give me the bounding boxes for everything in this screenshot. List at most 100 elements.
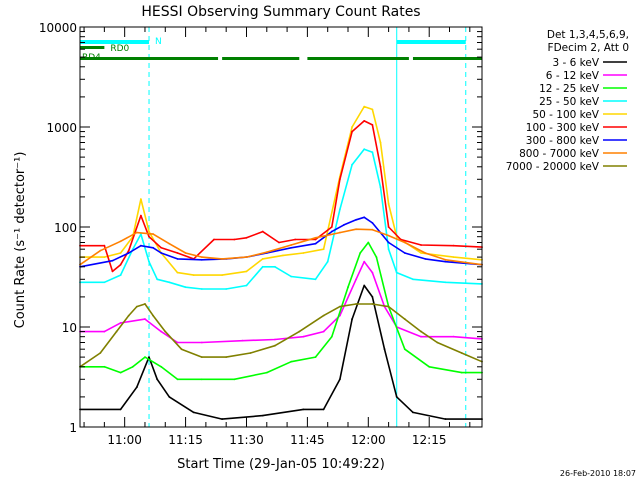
data-point (395, 395, 398, 398)
data-point (460, 352, 463, 354)
data-point (160, 330, 163, 333)
data-point (379, 165, 382, 168)
data-point (330, 335, 333, 338)
data-point (314, 236, 317, 239)
data-point (387, 241, 390, 244)
data-point (200, 288, 203, 290)
data-point (371, 295, 374, 298)
data-point (233, 378, 236, 381)
data-point (387, 203, 390, 205)
data-point (119, 252, 122, 254)
data-point (127, 249, 130, 252)
data-point (103, 281, 106, 284)
data-point (322, 248, 325, 251)
data-point (245, 236, 248, 239)
data-point (225, 288, 228, 290)
saa-flag-bar (80, 40, 150, 44)
data-point (274, 265, 276, 268)
data-point (144, 303, 146, 305)
y-tick-label: 1 (69, 421, 77, 435)
x-tick-label: 11:00 (107, 433, 142, 447)
series-group (79, 148, 483, 290)
data-point (351, 130, 353, 133)
data-point (241, 339, 244, 342)
data-point (160, 365, 163, 368)
data-point (127, 252, 130, 254)
data-point (412, 411, 414, 414)
data-point (302, 335, 305, 338)
data-point (379, 186, 382, 189)
data-point (140, 244, 142, 247)
x-tick-label: 11:30 (229, 433, 264, 447)
data-point (160, 246, 163, 249)
data-point (371, 108, 374, 111)
data-point (363, 216, 366, 219)
data-point (135, 231, 138, 234)
data-point (338, 305, 341, 308)
state-flag-bar (80, 57, 219, 60)
data-point (314, 238, 317, 241)
data-point (355, 228, 358, 231)
y-tick-label: 1000 (46, 121, 77, 135)
data-point (322, 408, 325, 411)
data-point (387, 226, 390, 228)
data-point (111, 259, 114, 262)
legend-entry-label: 7000 - 20000 keV (506, 161, 600, 173)
data-point (274, 344, 276, 347)
data-point (452, 335, 455, 338)
x-tick-label: 12:15 (412, 433, 447, 447)
data-point (343, 223, 345, 226)
data-point (278, 241, 280, 244)
data-point (127, 314, 130, 317)
saa-flag-label: N (155, 37, 162, 47)
data-point (115, 330, 118, 333)
data-point (245, 270, 248, 273)
data-point (383, 348, 386, 351)
data-point (460, 371, 463, 374)
data-point (444, 281, 447, 284)
data-point (290, 246, 293, 249)
legend-entry-label: 300 - 800 keV (526, 135, 600, 147)
legend-entry-label: 800 - 7000 keV (519, 148, 600, 160)
series-group (79, 303, 483, 368)
state-flag-bar (307, 57, 409, 60)
data-point (184, 252, 187, 254)
data-point (359, 252, 362, 254)
data-point (200, 256, 203, 259)
data-point (261, 265, 264, 268)
data-point (135, 386, 138, 389)
y-axis-label: Count Rate (s⁻¹ detector⁻¹) (13, 152, 28, 329)
data-point (176, 271, 179, 274)
data-point (119, 408, 122, 411)
data-point (249, 352, 252, 354)
data-point (119, 240, 122, 243)
x-tick-label: 11:45 (290, 433, 325, 447)
data-point (156, 278, 159, 281)
data-point (322, 330, 325, 333)
data-point (265, 371, 268, 374)
data-point (200, 341, 203, 344)
data-point (436, 341, 439, 344)
data-point (152, 314, 154, 317)
data-point (338, 378, 341, 381)
data-point (338, 208, 341, 211)
y-tick-label: 10000 (39, 21, 77, 35)
data-point (290, 360, 293, 363)
data-point (403, 241, 406, 244)
data-point (371, 123, 374, 126)
data-point (420, 252, 422, 254)
data-point (213, 238, 215, 241)
data-point (355, 278, 358, 281)
legend: Det 1,3,4,5,6,9,FDecim 2, Att 0 3 - 6 keV… (506, 29, 629, 173)
data-point (180, 348, 183, 351)
data-point (156, 378, 159, 381)
data-point (103, 365, 106, 368)
data-point (261, 257, 264, 260)
data-point (420, 335, 422, 338)
series-group (79, 216, 483, 268)
legend-entry-label: 50 - 100 keV (532, 109, 599, 121)
state-flag-bar (222, 57, 300, 60)
data-point (363, 120, 366, 122)
data-point (148, 260, 150, 263)
data-point (326, 260, 329, 263)
